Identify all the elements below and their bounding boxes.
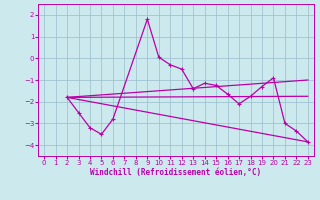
X-axis label: Windchill (Refroidissement éolien,°C): Windchill (Refroidissement éolien,°C) xyxy=(91,168,261,177)
